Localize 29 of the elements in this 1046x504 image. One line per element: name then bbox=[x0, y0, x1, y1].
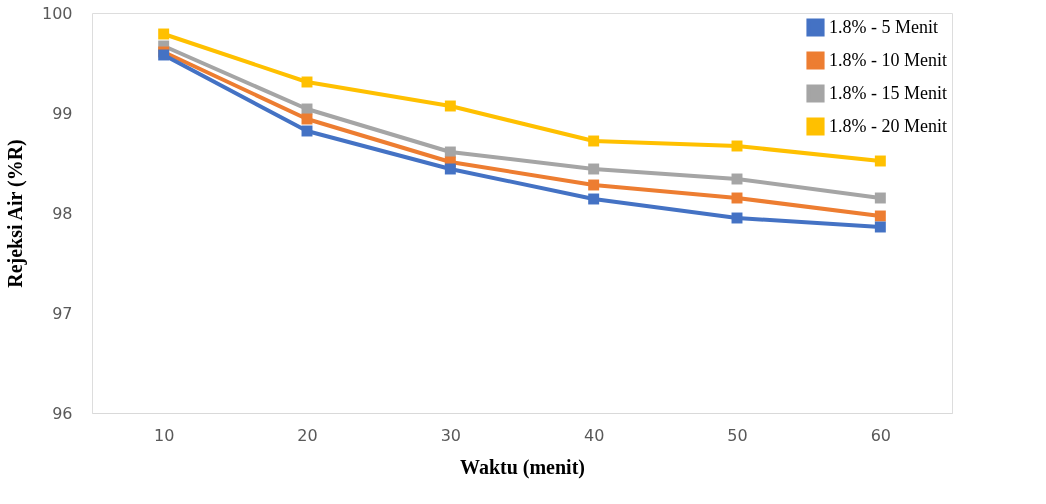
y-tick-label: 100 bbox=[41, 3, 73, 23]
y-tick-label: 96 bbox=[52, 403, 73, 423]
legend-label: 1.8% - 10 Menit bbox=[829, 49, 947, 70]
legend-label: 1.8% - 15 Menit bbox=[829, 82, 947, 103]
x-axis-title: Waktu (menit) bbox=[460, 455, 585, 479]
x-tick-label: 40 bbox=[583, 425, 605, 445]
point bbox=[874, 221, 886, 233]
point bbox=[444, 163, 456, 175]
point bbox=[588, 135, 600, 147]
y-axis-title: Rejeksi Air (%R) bbox=[3, 139, 27, 288]
point bbox=[874, 192, 886, 204]
y-tick-label: 97 bbox=[52, 303, 73, 323]
legend-label: 1.8% - 5 Menit bbox=[829, 16, 938, 37]
y-tick-label: 98 bbox=[52, 203, 73, 223]
point bbox=[588, 193, 600, 205]
point bbox=[588, 179, 600, 191]
x-tick-label: 50 bbox=[727, 425, 748, 445]
point bbox=[444, 146, 456, 158]
point bbox=[874, 210, 886, 222]
x-tick-label: 20 bbox=[297, 425, 318, 445]
point bbox=[158, 28, 170, 40]
x-tick-label: 60 bbox=[870, 425, 892, 445]
point bbox=[588, 163, 600, 175]
x-tick-label: 10 bbox=[153, 425, 175, 445]
point bbox=[444, 100, 456, 112]
point bbox=[874, 155, 886, 167]
x-tick-label: 30 bbox=[440, 425, 462, 445]
y-tick-label: 99 bbox=[52, 103, 73, 123]
legend-label: 1.8% - 20 Menit bbox=[829, 115, 947, 136]
